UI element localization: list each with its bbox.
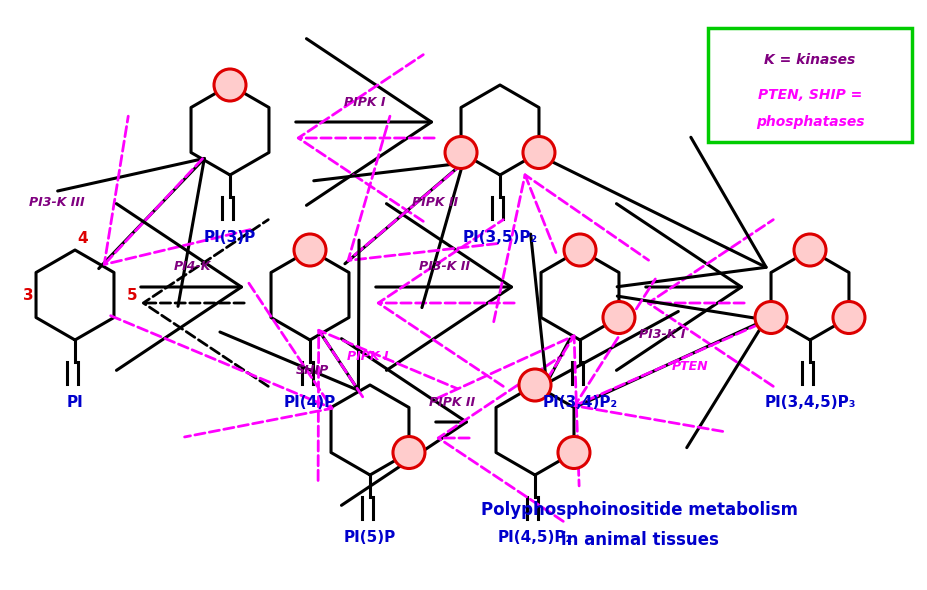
Text: PIPK II: PIPK II (412, 195, 458, 208)
Circle shape (755, 301, 787, 333)
Circle shape (445, 136, 477, 169)
Text: phosphatases: phosphatases (756, 115, 864, 129)
Circle shape (519, 369, 551, 401)
Circle shape (794, 234, 826, 266)
Circle shape (214, 69, 246, 101)
Circle shape (294, 234, 326, 266)
Text: PI(4)P: PI(4)P (284, 395, 337, 410)
Text: PIPK II: PIPK II (429, 395, 475, 408)
Text: PI(4,5)P₂: PI(4,5)P₂ (498, 530, 573, 545)
Text: PI(5)P: PI(5)P (344, 530, 396, 545)
FancyBboxPatch shape (708, 28, 912, 142)
Text: PI(3,5)P₂: PI(3,5)P₂ (463, 230, 538, 245)
Circle shape (523, 136, 555, 169)
Circle shape (558, 437, 590, 468)
Text: 3: 3 (23, 288, 33, 303)
Text: 5: 5 (127, 288, 137, 303)
Text: PI4-K: PI4-K (173, 261, 210, 274)
Text: in animal tissues: in animal tissues (561, 531, 719, 549)
Circle shape (603, 301, 635, 333)
Text: PI3-K I: PI3-K I (639, 327, 685, 340)
Text: PIPK I: PIPK I (348, 350, 388, 363)
Text: Polyphosphoinositide metabolism: Polyphosphoinositide metabolism (481, 501, 798, 519)
Circle shape (564, 234, 596, 266)
Text: PI(3,4,5)P₃: PI(3,4,5)P₃ (764, 395, 856, 410)
Text: PI: PI (67, 395, 83, 410)
Text: 4: 4 (77, 231, 88, 246)
Text: PIPK I: PIPK I (344, 96, 386, 109)
Text: PTEN: PTEN (672, 360, 708, 373)
Text: PI(3,4)P₂: PI(3,4)P₂ (542, 395, 617, 410)
Circle shape (393, 437, 425, 468)
Text: SHIP: SHIP (296, 363, 329, 376)
Text: PTEN, SHIP =: PTEN, SHIP = (758, 88, 862, 102)
Text: K = kinases: K = kinases (765, 53, 856, 67)
Text: PI3-K III: PI3-K III (29, 195, 84, 208)
Text: PI3-K II: PI3-K II (420, 261, 471, 274)
Circle shape (833, 301, 865, 333)
Text: PI(3)P: PI(3)P (204, 230, 256, 245)
